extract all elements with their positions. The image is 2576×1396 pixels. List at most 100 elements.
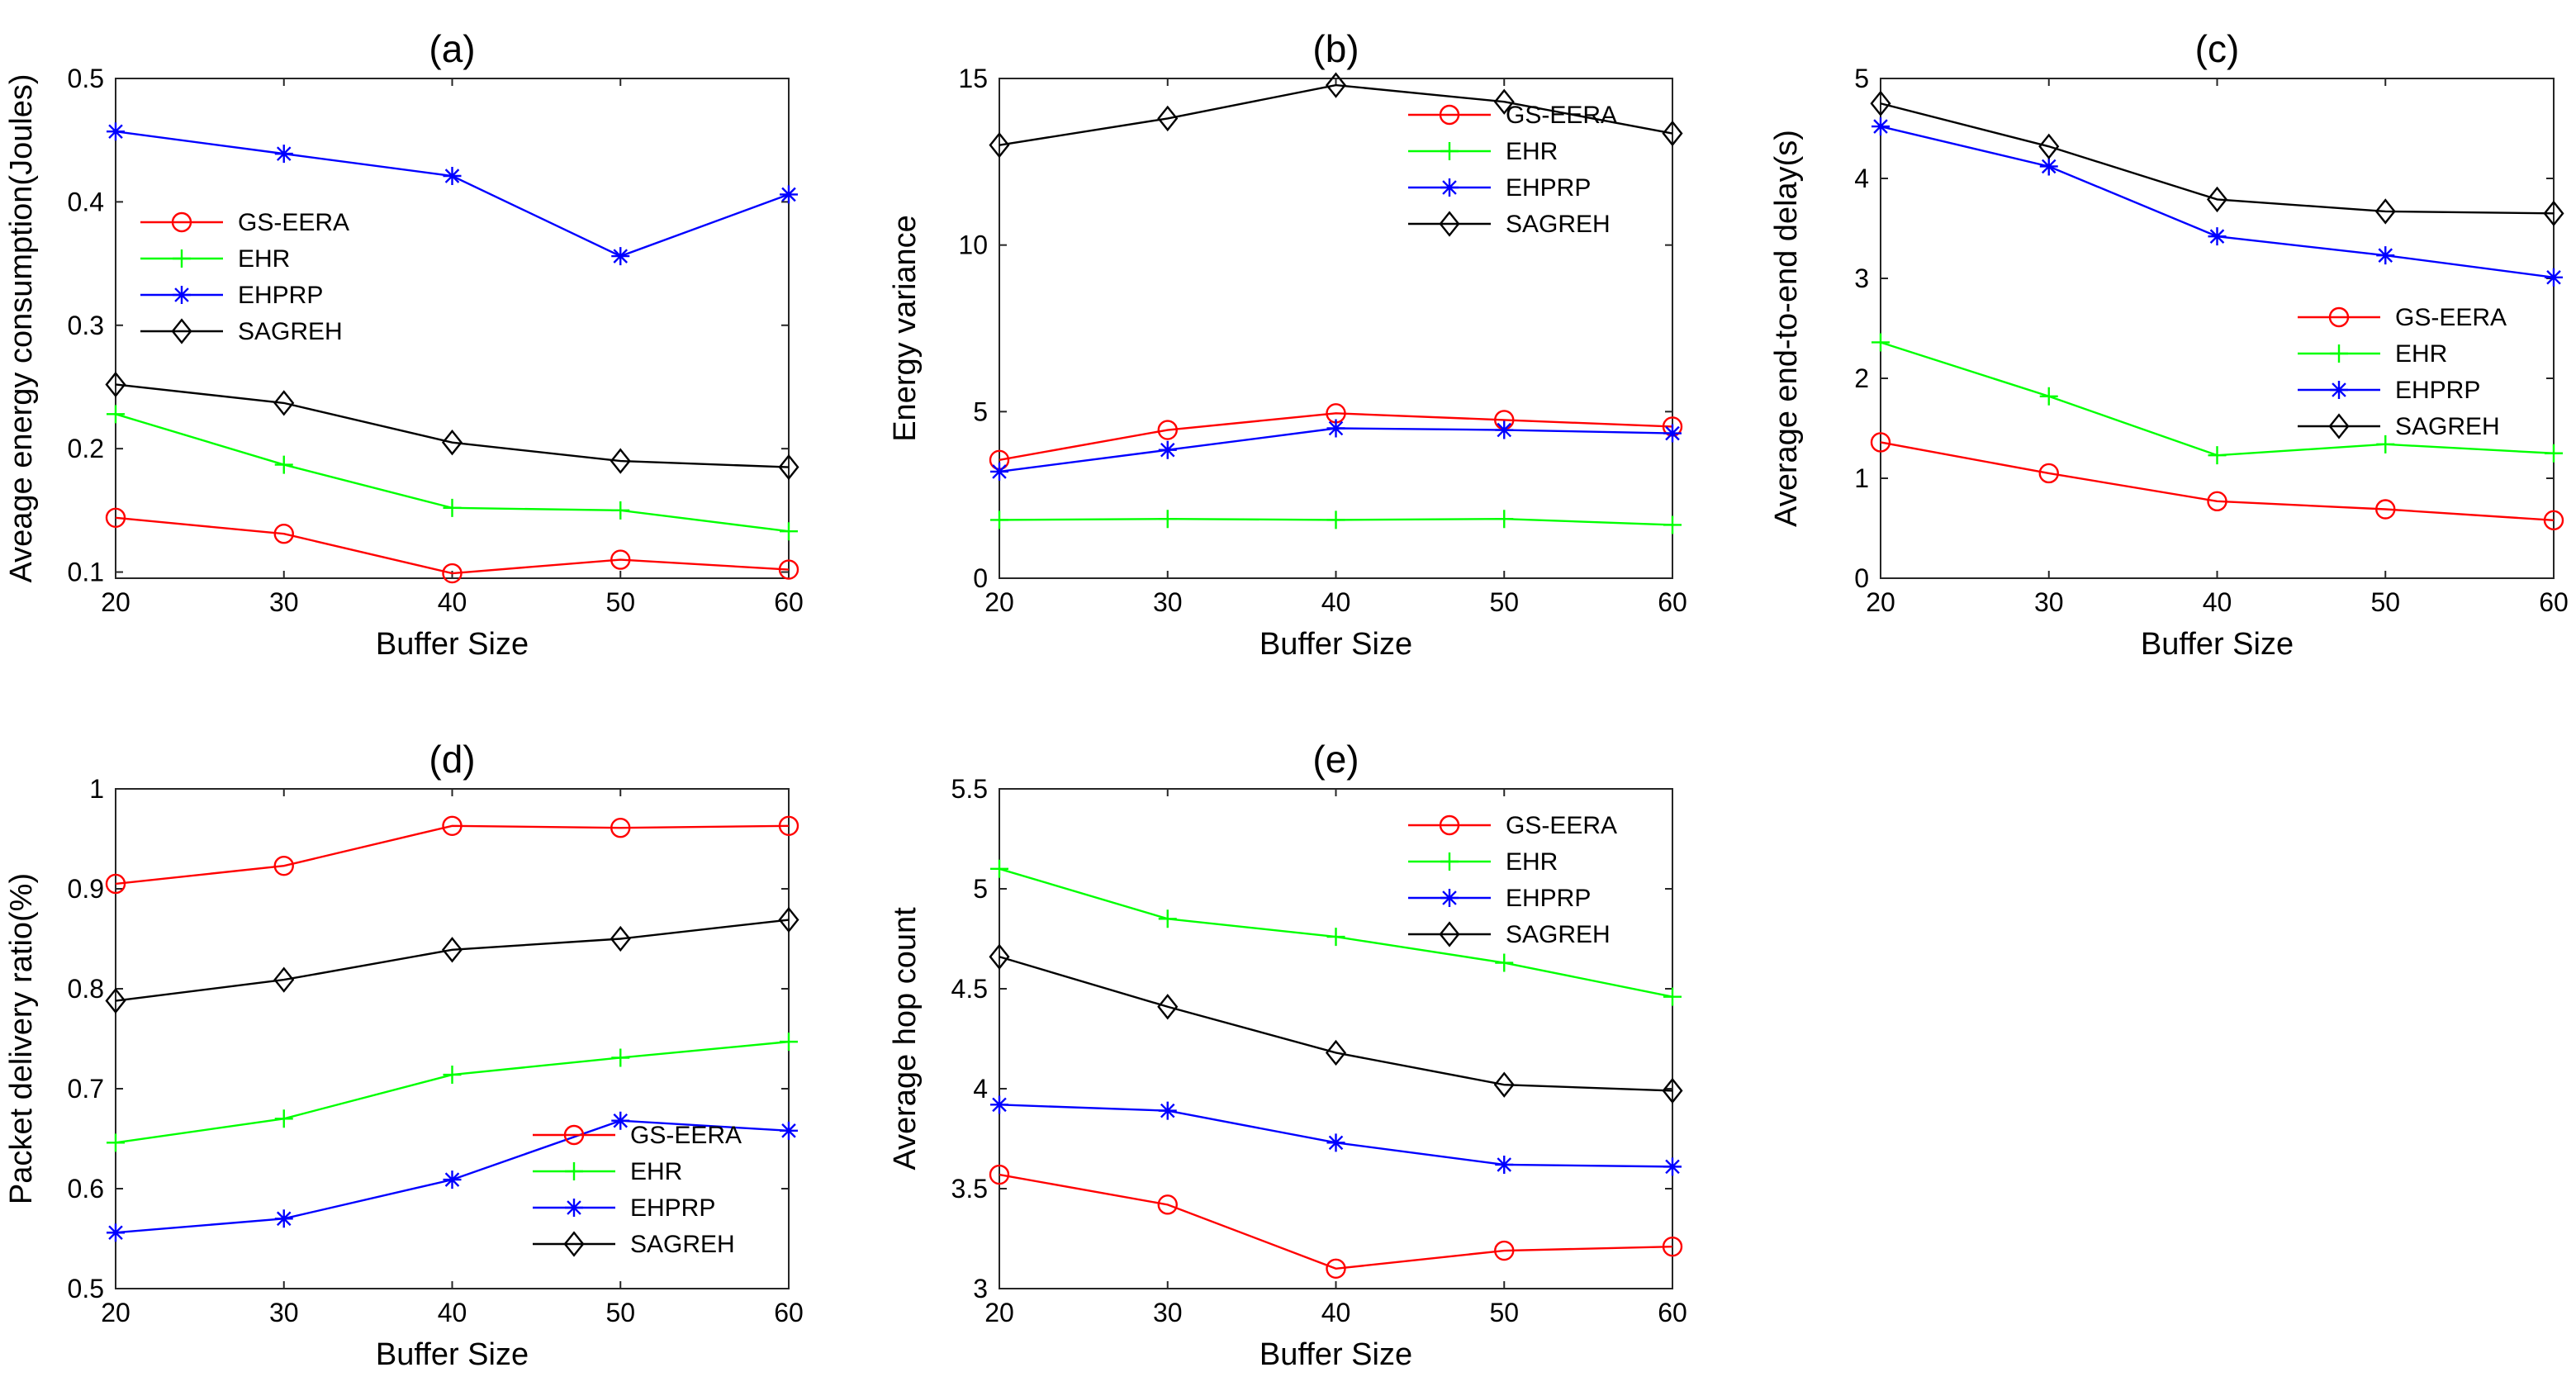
panel-c: (c) 20 30 40 50 60 0 1 2 3 4 5 Buffer Size Average en… <box>1769 27 2569 662</box>
data-point-marker <box>443 167 462 186</box>
legend-swatch-marker <box>1440 889 1459 907</box>
data-point-marker <box>2376 246 2395 265</box>
data-point-marker <box>2543 200 2564 227</box>
legend-label: SAGREH <box>238 318 343 345</box>
x-tick-label: 20 <box>101 1298 130 1327</box>
legend: GS-EERA EHR EHPRP SAGREH <box>1408 812 1617 948</box>
data-point-marker <box>2375 499 2396 520</box>
legend-swatch-marker <box>2328 306 2350 328</box>
x-tick-label: 30 <box>1153 587 1183 617</box>
data-point-marker <box>443 1170 462 1189</box>
y-tick-label: 0.8 <box>68 974 104 1004</box>
data-point-marker <box>780 1121 798 1140</box>
x-axis-label: Buffer Size <box>1260 1337 1412 1372</box>
x-tick-label: 20 <box>984 1298 1014 1327</box>
legend-item: GS-EERA <box>140 209 349 236</box>
data-point-marker <box>443 1066 462 1085</box>
x-tick-label: 60 <box>1658 587 1687 617</box>
y-tick-label: 3.5 <box>951 1174 988 1204</box>
x-tick-label: 40 <box>2203 587 2232 617</box>
x-tick-label: 30 <box>1153 1298 1183 1327</box>
data-point-marker <box>778 453 799 481</box>
x-tick-label: 60 <box>1658 1298 1687 1327</box>
legend-item: GS-EERA <box>533 1122 742 1149</box>
legend-label: EHR <box>1506 138 1558 165</box>
data-point-marker <box>274 1209 293 1228</box>
legend-item: SAGREH <box>2298 413 2500 440</box>
data-point-marker <box>1663 515 1682 534</box>
data-point-marker <box>2545 268 2563 287</box>
data-point-marker <box>2208 446 2227 465</box>
legend-swatch-marker <box>1439 104 1460 126</box>
data-point-marker <box>1663 987 1682 1006</box>
y-tick-label: 0 <box>973 563 988 593</box>
y-axis-label: Packet delivery ratio(%) <box>4 873 39 1204</box>
legend-label: EHPRP <box>1506 174 1591 202</box>
series-sagreh <box>1870 90 2564 227</box>
data-point-marker <box>989 131 1010 159</box>
data-point-marker <box>610 448 631 474</box>
panel-b: (b) 20 30 40 50 60 0 5 10 15 Buffer Size Energy var… <box>888 27 1687 662</box>
legend-swatch-marker <box>171 211 192 233</box>
y-axis-label: Average end-to-end delay(s) <box>1769 130 1804 527</box>
data-point-marker <box>1325 72 1347 98</box>
legend-item: EHR <box>1408 138 1558 165</box>
data-point-marker <box>2208 227 2227 246</box>
series-line <box>1880 441 2555 522</box>
series-ehr <box>990 859 1682 1006</box>
data-point-marker <box>611 501 630 520</box>
data-point-marker <box>274 455 293 474</box>
series-line <box>115 383 790 468</box>
y-tick-label: 0.9 <box>68 874 104 904</box>
data-point-marker <box>1872 117 1890 136</box>
legend-swatch-marker <box>1439 211 1460 237</box>
data-point-marker <box>1870 432 1891 453</box>
data-point-marker <box>2038 133 2060 159</box>
data-point-marker <box>1157 1194 1178 1215</box>
legend-label: EHR <box>1506 848 1558 876</box>
series-sagreh <box>989 943 1683 1104</box>
series-line <box>115 919 790 1002</box>
data-point-marker <box>1326 510 1345 529</box>
data-point-marker <box>273 855 294 876</box>
legend-swatch-marker <box>171 318 192 344</box>
data-point-marker <box>441 937 463 963</box>
data-point-marker <box>990 859 1008 878</box>
legend-item: EHR <box>1408 848 1558 876</box>
y-axis-label: Average hop count <box>888 907 923 1170</box>
data-point-marker <box>1157 994 1179 1020</box>
x-axis-label: Buffer Size <box>2141 627 2294 662</box>
series-ehr <box>1872 333 2563 465</box>
series-sagreh <box>105 906 799 1014</box>
data-point-marker <box>443 498 462 517</box>
data-point-marker <box>1158 909 1177 928</box>
legend: GS-EERA EHR EHPRP SAGREH <box>1408 102 1617 238</box>
series-ehprp <box>107 122 798 266</box>
data-point-marker <box>780 1033 798 1052</box>
data-point-marker <box>1326 419 1345 438</box>
legend-label: EHR <box>2395 340 2447 368</box>
data-point-marker <box>1495 953 1514 972</box>
legend-label: EHPRP <box>1506 885 1591 912</box>
legend-label: GS-EERA <box>238 209 349 236</box>
x-axis-label: Buffer Size <box>376 627 529 662</box>
legend-item: EHR <box>2298 340 2447 368</box>
data-point-marker <box>610 925 631 952</box>
series-sagreh <box>105 371 799 481</box>
legend-item: SAGREH <box>1408 921 1611 948</box>
x-axis-label: Buffer Size <box>376 1337 529 1372</box>
y-tick-label: 0.3 <box>68 311 104 340</box>
data-point-marker <box>273 524 294 544</box>
legend-item: GS-EERA <box>1408 102 1617 129</box>
y-tick-label: 4.5 <box>951 974 988 1004</box>
data-point-marker <box>1157 105 1179 132</box>
legend-label: EHPRP <box>238 282 323 309</box>
data-point-marker <box>2039 157 2058 176</box>
x-tick-label: 50 <box>605 1298 635 1327</box>
panel-title: (c) <box>2195 27 2240 70</box>
series-line <box>115 516 790 575</box>
legend-swatch-marker <box>563 1124 585 1146</box>
data-point-marker <box>990 1095 1008 1114</box>
y-tick-label: 4 <box>1854 164 1869 193</box>
legend-swatch-marker <box>565 1199 583 1217</box>
